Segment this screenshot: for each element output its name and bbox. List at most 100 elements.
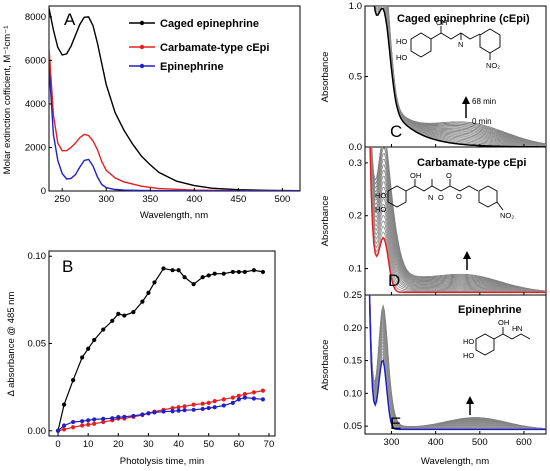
y-tick-label: 0.15 [344, 356, 363, 367]
panel-b-ticks: 0 10 20 30 40 50 60 70 0.00 0.05 0.10 [28, 251, 275, 450]
arrow-label-end: 68 min [472, 97, 496, 106]
panel-c-label: C [390, 122, 402, 141]
data-point [146, 290, 151, 295]
data-point [92, 337, 97, 343]
x-tick-label: 350 [142, 194, 158, 205]
data-point [170, 409, 175, 414]
panel-e-ticks: 300 400 500 600 0.05 0.10 0.15 0.20 0.25 [344, 290, 532, 448]
series-line-2 [57, 396, 263, 432]
x-tick-label: 300 [384, 437, 400, 448]
x-tick-label: 450 [230, 194, 246, 205]
legend-label-epinephrine: Epinephrine [160, 61, 224, 73]
y-tick-label: 0.0 [349, 142, 362, 153]
y-tick-label: 0.05 [344, 421, 363, 432]
x-tick-label: 30 [143, 439, 154, 450]
panel-c-arrow: 68 min 0 min [462, 96, 496, 126]
chem-nh-n: N [517, 324, 522, 333]
chem-n: N [428, 193, 433, 202]
data-point [161, 266, 166, 271]
data-point [146, 411, 151, 416]
x-tick-label: 500 [274, 194, 290, 205]
data-point [212, 398, 217, 404]
data-point [200, 406, 205, 412]
data-point [176, 408, 181, 413]
x-tick-label: 10 [83, 439, 94, 450]
panel-a-ticks: 250 300 350 400 450 500 0 2000 4000 6000 8000 [25, 12, 290, 205]
data-point [131, 413, 136, 419]
data-point [221, 403, 226, 408]
data-point [251, 390, 257, 395]
data-point [116, 415, 121, 420]
data-point [242, 269, 247, 275]
panel-b: 0 10 20 30 40 50 60 70 0.00 0.05 0.10 B Photolysis… [6, 250, 276, 467]
y-tick-label: 0.25 [344, 290, 363, 301]
data-point [116, 311, 121, 316]
series-line-0 [57, 267, 264, 431]
series-line-2 [49, 64, 300, 191]
data-point [71, 378, 76, 383]
data-point [260, 388, 266, 393]
data-point [122, 414, 127, 419]
data-point [200, 401, 205, 406]
data-point [61, 423, 67, 428]
y-tick-label: 0.10 [344, 388, 363, 399]
y-tick-label: 0.2 [349, 211, 362, 222]
y-tick-label: 1.0 [349, 1, 362, 12]
data-point [242, 395, 247, 400]
y-tick-label: 0.05 [28, 339, 47, 350]
chem-oh: OH [498, 318, 509, 327]
data-point [71, 419, 76, 425]
data-point [80, 355, 85, 360]
panel-e-arrow [466, 396, 474, 415]
data-point [260, 269, 266, 275]
x-tick-label: 0 [55, 439, 60, 450]
time-arrow-head [463, 251, 471, 259]
panel-d: 0.1 0.2 0.3 D Carbamate-type cEpi Absorban… [320, 146, 547, 296]
x-tick-label: 60 [234, 439, 245, 450]
data-point [71, 425, 76, 430]
x-tick-label: 400 [186, 194, 202, 205]
data-point [176, 405, 181, 410]
panel-d-arrow [463, 251, 471, 270]
data-point [131, 309, 136, 315]
data-point [251, 268, 257, 273]
chem-oh: OH [436, 18, 447, 27]
data-point [206, 400, 211, 405]
y-tick-label: 6000 [25, 55, 46, 66]
data-point [212, 271, 217, 276]
y-tick-label: 0.00 [28, 426, 47, 437]
data-point [92, 421, 97, 426]
y-tick-label: 8000 [25, 12, 46, 23]
time-arrow-head [466, 396, 474, 404]
data-point [200, 275, 205, 280]
data-point [191, 282, 196, 287]
panel-e-label: E [390, 414, 401, 433]
spectrum-initial [368, 295, 546, 431]
data-point [206, 273, 211, 278]
chem-o-3: O [456, 192, 462, 201]
panel-a-xlabel: Wavelength, nm [140, 210, 208, 221]
data-point [140, 299, 145, 304]
y-tick-label: 0.1 [349, 264, 362, 275]
panel-b-label: B [62, 257, 73, 276]
panel-e-xlabel: Wavelength, nm [421, 456, 489, 467]
time-arrow-head [462, 96, 470, 104]
chem-ho-1: HO [396, 37, 407, 46]
data-point [140, 412, 145, 417]
panel-a-label: A [64, 10, 76, 29]
data-point [182, 408, 187, 413]
panel-a-legend: Caged epinephrine Carbamate-type cEpi Ep… [129, 18, 269, 73]
data-point [86, 418, 91, 423]
data-point [101, 416, 106, 421]
x-tick-label: 300 [98, 194, 114, 205]
chem-o-2: O [446, 171, 452, 180]
chem-ho-2: HO [396, 53, 407, 62]
data-point [230, 269, 235, 275]
chem-ho-1: HO [375, 191, 386, 200]
data-point [110, 416, 115, 421]
series-line-1 [57, 390, 264, 432]
panel-b-frame [48, 250, 276, 437]
data-point [242, 392, 247, 397]
data-point [191, 402, 196, 407]
